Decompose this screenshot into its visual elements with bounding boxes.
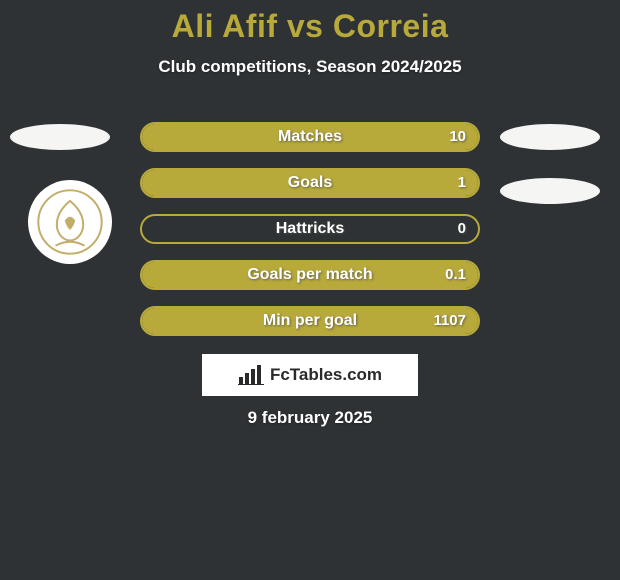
player-left-ellipse bbox=[10, 124, 110, 150]
page-title: Ali Afif vs Correia bbox=[0, 0, 620, 45]
stat-label: Hattricks bbox=[142, 216, 478, 242]
stat-value: 0 bbox=[458, 216, 466, 242]
stat-row: Matches10 bbox=[140, 122, 480, 152]
stat-value: 1107 bbox=[433, 308, 466, 334]
stat-label: Matches bbox=[142, 124, 478, 150]
stat-label: Goals bbox=[142, 170, 478, 196]
stat-row: Min per goal1107 bbox=[140, 306, 480, 336]
player-right-ellipse-2 bbox=[500, 178, 600, 204]
brand-box[interactable]: FcTables.com bbox=[202, 354, 418, 396]
bar-chart-icon bbox=[238, 365, 264, 385]
stat-label: Min per goal bbox=[142, 308, 478, 334]
player-right-ellipse-1 bbox=[500, 124, 600, 150]
page-subtitle: Club competitions, Season 2024/2025 bbox=[0, 57, 620, 77]
page: Ali Afif vs Correia Club competitions, S… bbox=[0, 0, 620, 580]
date-line: 9 february 2025 bbox=[0, 408, 620, 428]
stat-row: Goals1 bbox=[140, 168, 480, 198]
stat-row: Goals per match0.1 bbox=[140, 260, 480, 290]
stat-label: Goals per match bbox=[142, 262, 478, 288]
club-crest bbox=[28, 180, 112, 264]
stat-value: 10 bbox=[449, 124, 466, 150]
crest-icon bbox=[37, 189, 103, 255]
stat-bars: Matches10Goals1Hattricks0Goals per match… bbox=[140, 122, 480, 352]
stat-value: 1 bbox=[458, 170, 466, 196]
brand-text: FcTables.com bbox=[270, 365, 382, 385]
stat-row: Hattricks0 bbox=[140, 214, 480, 244]
stat-value: 0.1 bbox=[445, 262, 466, 288]
